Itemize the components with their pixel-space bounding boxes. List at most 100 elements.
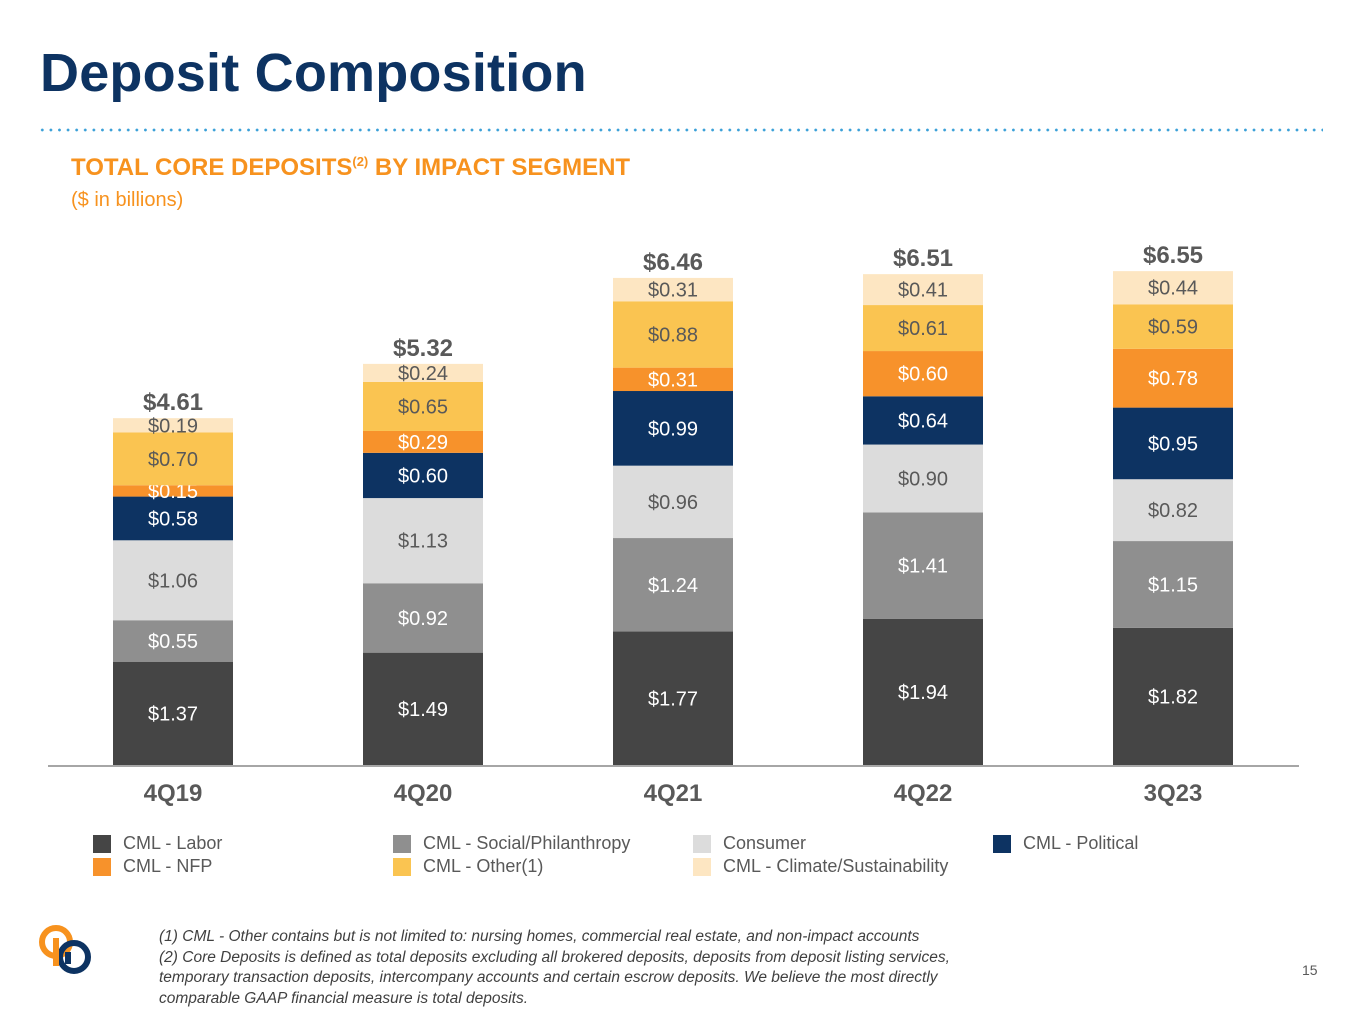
data-label: $1.13 [398,531,448,553]
x-tick-label: 4Q22 [894,780,953,807]
bar-segment [113,661,233,765]
data-label: $1.82 [1148,686,1198,708]
subtitle-rest: BY IMPACT SEGMENT [368,154,631,181]
data-label: $0.60 [898,364,948,386]
footnote-2: (2) Core Deposits is defined as total de… [159,948,950,1007]
x-tick-label: 4Q19 [144,780,203,807]
dotted-divider [38,128,1323,132]
legend-label: CML - Climate/Sustainability [723,856,949,876]
bar-segment [613,538,733,632]
data-label: $0.65 [398,396,448,418]
x-tick-label: 3Q23 [1144,780,1203,807]
data-label: $0.31 [648,369,698,391]
data-label: $1.77 [648,688,698,710]
x-tick-label: 4Q20 [394,780,453,807]
bar-segment [363,430,483,453]
bar-segment [863,512,983,619]
legend-item: Consumer [693,833,806,854]
legend-item: CML - NFP [93,856,212,877]
page-title: Deposit Composition [40,43,587,103]
data-label: $0.60 [398,465,448,487]
bar-segment [363,652,483,765]
bar-segment [363,498,483,584]
bar-segment [1113,541,1233,628]
legend-label: CML - Other(1) [423,856,544,876]
legend-item: CML - Climate/Sustainability [693,856,948,877]
legend-swatch [693,857,711,876]
bar-segment [363,363,483,382]
legend-item: CML - Other(1) [393,856,543,877]
data-label: $0.44 [1148,278,1198,300]
data-label: $0.96 [648,492,698,514]
legend-label: Consumer [723,833,807,853]
bar-segment [613,367,733,392]
bar-segment [613,301,733,368]
data-label: $1.37 [148,703,198,725]
legend-label: CML - Social/Philanthropy [423,833,631,853]
footnotes: (1) CML - Other contains but is not limi… [159,927,1019,1009]
data-label: $0.59 [1148,317,1198,339]
data-label: $0.31 [648,280,698,302]
total-label: $6.55 [1143,242,1203,269]
data-label: $0.64 [898,410,948,432]
data-label: $0.58 [148,508,198,530]
units-label: ($ in billions) [71,189,184,211]
bar-segment [1113,407,1233,480]
data-label: $1.94 [898,682,948,704]
data-label: $0.70 [148,449,198,471]
data-label: $0.99 [648,418,698,440]
total-label: $6.46 [643,249,703,276]
total-label: $6.51 [893,245,953,272]
bar-segment [1113,479,1233,542]
legend-swatch [693,834,711,853]
data-label: $1.41 [898,556,948,578]
data-label: $0.78 [1148,368,1198,390]
bar-segment [363,381,483,431]
bar-segment [613,391,733,466]
legend-swatch [393,857,411,876]
footnote-1: (1) CML - Other contains but is not limi… [159,928,920,945]
chart-legend: CML - Labor CML - Social/Philanthropy Cons… [93,833,1333,883]
legend-item: CML - Labor [93,833,222,854]
total-label: $5.32 [393,335,453,362]
bar-segment [863,274,983,306]
data-label: $0.61 [898,318,948,340]
data-label: $0.15 [148,481,198,503]
data-label: $0.88 [648,324,698,346]
page-number: 15 [1302,962,1318,978]
legend-label: CML - Labor [123,833,223,853]
bar-segment [1113,304,1233,349]
legend-swatch [393,834,411,853]
subtitle-footnote-ref: (2) [352,154,369,169]
bar-segment [863,444,983,513]
data-label: $1.06 [148,570,198,592]
legend-label: CML - NFP [123,856,213,876]
bar-segment [1113,271,1233,305]
bar-segment [863,351,983,397]
bar-segment [363,583,483,653]
bar-segment [113,540,233,621]
bar-segment [863,618,983,765]
data-label: $1.15 [1148,574,1198,596]
bar-segment [613,631,733,765]
bar-segment [1113,627,1233,765]
legend-item: CML - Social/Philanthropy [393,833,630,854]
data-label: $1.49 [398,699,448,721]
data-label: $0.29 [398,432,448,454]
legend-item: CML - Political [993,833,1138,854]
bar-segment [1113,348,1233,408]
data-label: $0.19 [148,415,198,437]
legend-swatch [93,834,111,853]
chart-subtitle: TOTAL CORE DEPOSITS(2) BY IMPACT SEGMENT [71,154,630,182]
bar-segment [613,277,733,302]
data-label: $0.95 [1148,433,1198,455]
data-label: $0.24 [398,363,448,385]
legend-swatch [93,857,111,876]
bar-segment [113,496,233,541]
subtitle-main: TOTAL CORE DEPOSITS [71,154,353,181]
bar-segment [863,305,983,352]
bar-segment [113,485,233,497]
legend-label: CML - Political [1023,833,1139,853]
legend-swatch [993,834,1011,853]
bar-segment [863,396,983,445]
